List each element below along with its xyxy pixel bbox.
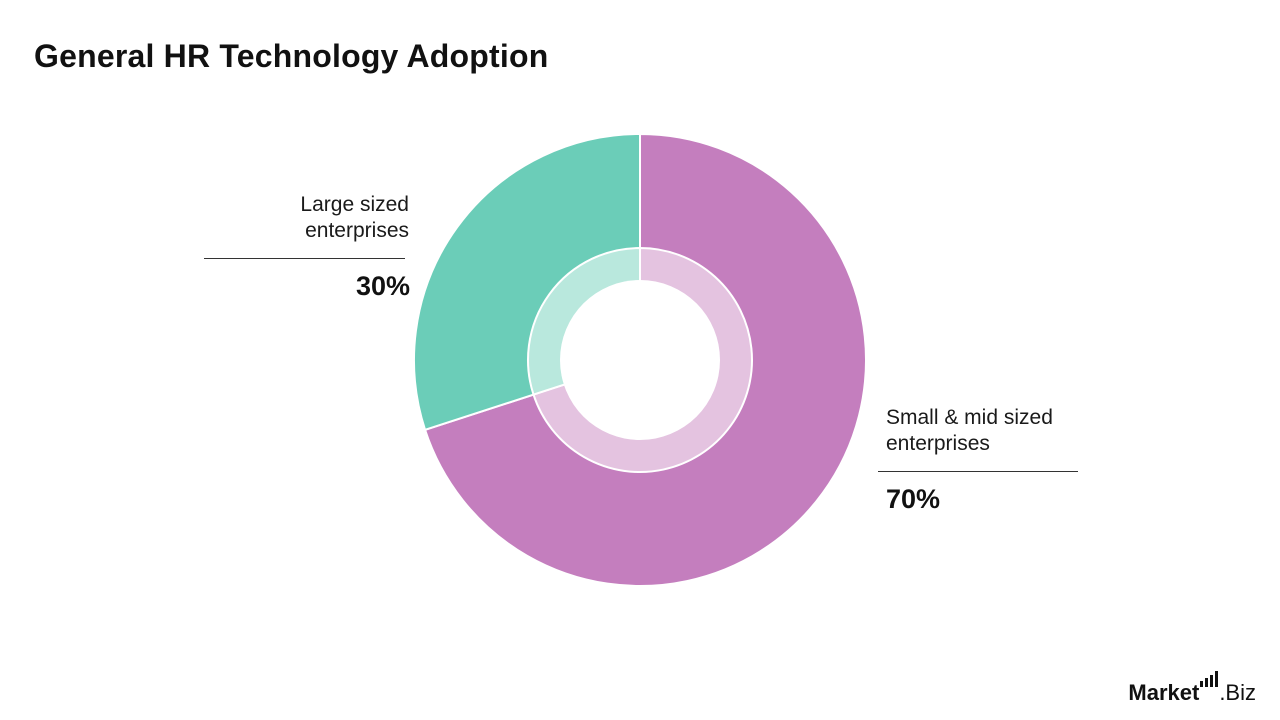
small-mid-enterprises-label: Small & mid sized enterprises [886, 406, 1053, 455]
legend-large-enterprises: Large sized enterprises 30% [200, 192, 410, 302]
donut-hole [560, 280, 720, 440]
large-enterprises-label: Large sized enterprises [300, 193, 409, 242]
label-divider [878, 471, 1078, 472]
small-mid-enterprises-value: 70% [886, 484, 941, 514]
bar-chart-icon [1200, 671, 1219, 687]
legend-small-mid-enterprises: Small & mid sized enterprises 70% [878, 405, 1078, 515]
large-enterprises-value: 30% [355, 271, 410, 301]
marketbiz-logo: Market .Biz [1128, 671, 1256, 706]
logo-text-bold: Market [1128, 680, 1200, 705]
logo-text-light: .Biz [1219, 680, 1256, 705]
chart-title: General HR Technology Adoption [34, 38, 549, 74]
label-divider [204, 258, 405, 259]
